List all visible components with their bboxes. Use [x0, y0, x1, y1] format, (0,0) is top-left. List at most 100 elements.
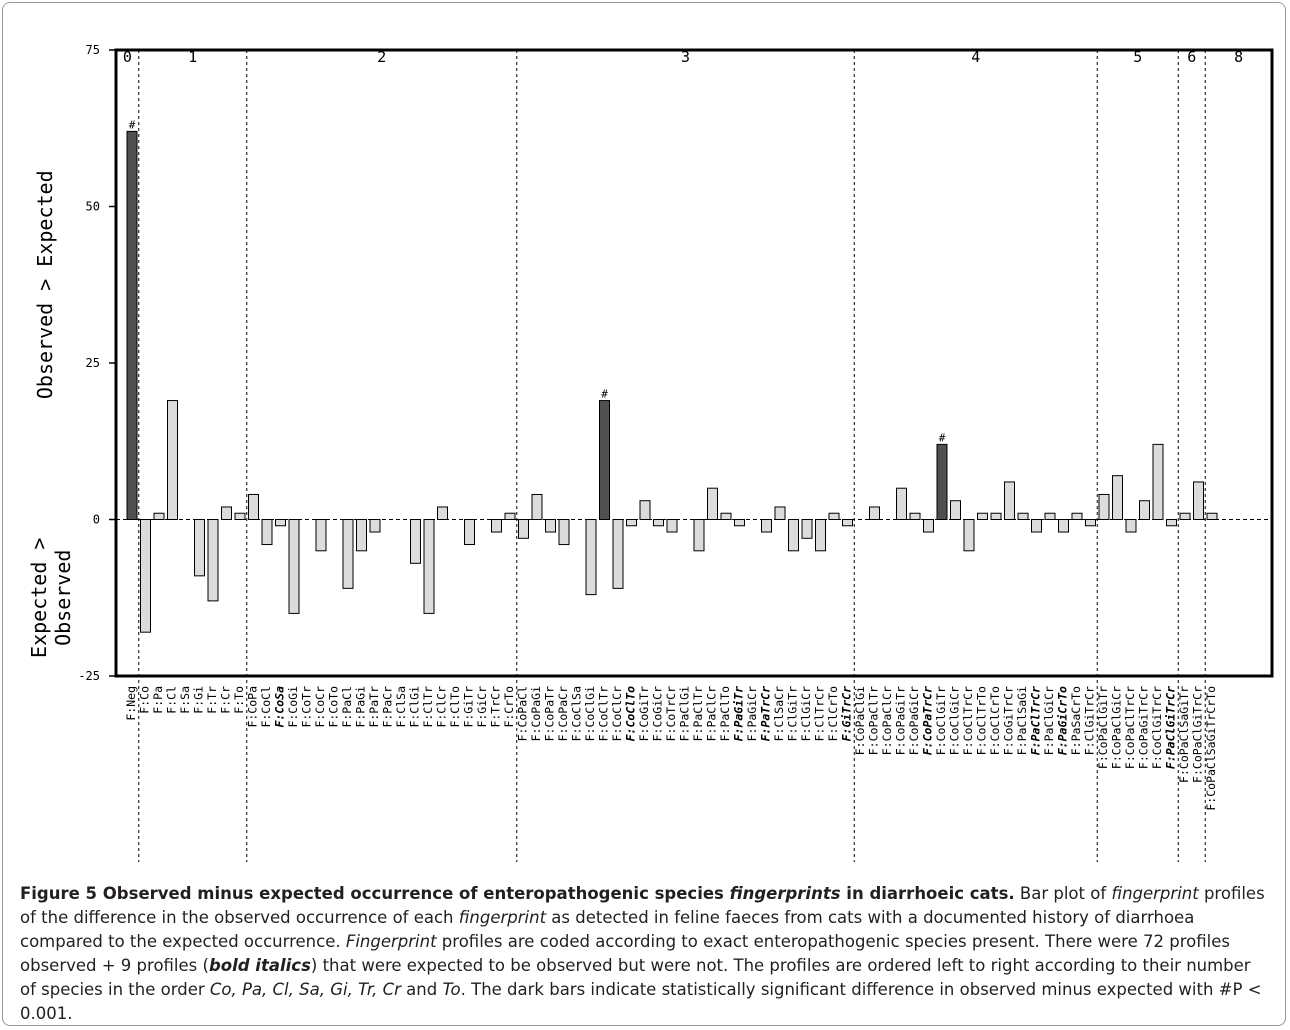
bar [248, 493, 259, 520]
profile-label: F:PaClCr [705, 686, 719, 741]
profile-label: F:ClGi [408, 686, 422, 728]
caption-title: Figure 5 Observed minus expected occurre… [20, 884, 1015, 903]
bar [639, 500, 651, 521]
bar [153, 512, 165, 520]
profile-label: F:CoClTrCr [961, 686, 975, 755]
profile-label: F:Sa [178, 686, 192, 714]
profile-label: F:Pa [151, 686, 165, 714]
bar [1071, 512, 1083, 520]
profile-label: F:CoClTo [624, 686, 638, 741]
bar [990, 512, 1002, 520]
profile-label: F:PaGi [354, 686, 368, 728]
profile-label: F:CoPaGiTr [894, 686, 908, 755]
bar [1179, 512, 1191, 520]
bar [977, 512, 988, 520]
y-tick-label: 25 [86, 356, 100, 370]
bar [518, 519, 529, 539]
bar [207, 519, 219, 602]
profile-label: F:GiTr [462, 686, 476, 728]
bar [626, 519, 637, 527]
bar [1031, 519, 1042, 533]
group-label: 5 [1133, 48, 1142, 66]
profile-label: F:CoPaClSaGiTrCrTo [1204, 686, 1218, 811]
profile-label: F:CoSa [273, 686, 287, 728]
group-label: 0 [123, 48, 132, 66]
profile-label: F:CoCr [313, 686, 327, 728]
profile-label: F:CoPaClCr [880, 686, 894, 755]
profile-label: F:CoGi [286, 686, 300, 728]
bar [126, 130, 138, 520]
caption-text: Bar plot of [1014, 884, 1112, 903]
profile-label: F:CoGiCr [651, 686, 665, 741]
group-label: 2 [377, 48, 386, 66]
caption-text: bold italics [208, 956, 311, 975]
y-axis-label-negative: Observed [51, 550, 75, 646]
profile-label: F:CoPaGiTrCr [1137, 686, 1151, 769]
profile-label: F:CoGiTrCr [1002, 686, 1016, 755]
bar [788, 519, 799, 552]
profile-label: F:PaClTrCr [1029, 686, 1043, 755]
group-label: 8 [1234, 48, 1243, 66]
profile-label: F:ClGiTrCr [1083, 686, 1097, 755]
profile-label: F:GiCr [475, 686, 489, 728]
y-tick-label: 75 [86, 43, 100, 57]
profile-label: F:To [232, 686, 246, 714]
bar [1004, 481, 1015, 521]
profile-label: F:PaClTo [718, 686, 732, 741]
bar [491, 519, 502, 533]
bar [842, 519, 853, 527]
bar [801, 519, 813, 539]
profile-label: F:PaGiCrTo [1056, 686, 1070, 755]
bar [464, 519, 475, 546]
group-label: 6 [1187, 48, 1196, 66]
bar [342, 519, 354, 589]
bar [1139, 500, 1150, 521]
bar [1112, 475, 1123, 520]
caption-text: and [400, 980, 443, 999]
profile-label: F:PaClGiCr [1042, 686, 1056, 755]
bar [761, 519, 772, 533]
figure-caption: Figure 5 Observed minus expected occurre… [20, 882, 1270, 1026]
bar [909, 512, 921, 520]
profile-label: F:ClTr [421, 686, 435, 728]
profile-label: F:CoCl [259, 686, 273, 728]
bar [234, 512, 246, 520]
caption-text: as detected in feline faeces from cats w… [20, 908, 1195, 951]
bar [1206, 512, 1218, 520]
bar [437, 506, 448, 521]
y-tick-label: 50 [86, 200, 100, 214]
bar [923, 519, 934, 533]
y-tick-label: 0 [93, 513, 100, 527]
profile-label: F:ClGiTr [786, 686, 800, 741]
profile-label: F:Tr [205, 686, 219, 714]
profile-label: F:CoPaClGiCr [1110, 686, 1124, 769]
bar [1193, 481, 1204, 521]
y-axis-label-negative: Expected > [27, 538, 51, 658]
bar [369, 519, 381, 533]
profile-label: F:PaClSaGi [1015, 686, 1029, 755]
profile-label: F:CoPaGi [529, 686, 543, 741]
bar [1017, 512, 1029, 520]
profile-label: F:GiTrCr [840, 686, 854, 741]
profile-label: F:CoPa [246, 686, 260, 728]
profile-label: F:CoClCrTo [988, 686, 1002, 755]
profile-label: F:CoPaGiCr [907, 686, 921, 755]
profile-label: F:PaGiCr [745, 686, 759, 741]
bar [693, 519, 705, 552]
bar [774, 506, 786, 521]
caption-text: . The dark bars indicate statistically s… [20, 980, 1262, 1023]
profile-label: F:CoClSa [570, 686, 584, 741]
bar-chart: 0 1 2 3 4 5 6 8#F:Neg F:Co F:Pa F:Cl F:Sa F:Gi F:Tr F:… [27, 43, 1274, 862]
profile-label: F:CoPaClGi [853, 686, 867, 755]
profile-label: F:Cl [165, 686, 179, 714]
bar [707, 487, 718, 521]
bar [504, 512, 516, 520]
profile-label: F:PaClTr [691, 686, 705, 741]
profile-label: F:CoPaTr [543, 686, 557, 741]
bar [221, 506, 232, 521]
caption-text: profiles of the difference in the observ… [20, 884, 1265, 927]
bar [356, 519, 367, 552]
caption-text: ) that were expected to be observed but … [20, 956, 1251, 999]
bar [1044, 512, 1056, 520]
bar [1098, 493, 1110, 520]
